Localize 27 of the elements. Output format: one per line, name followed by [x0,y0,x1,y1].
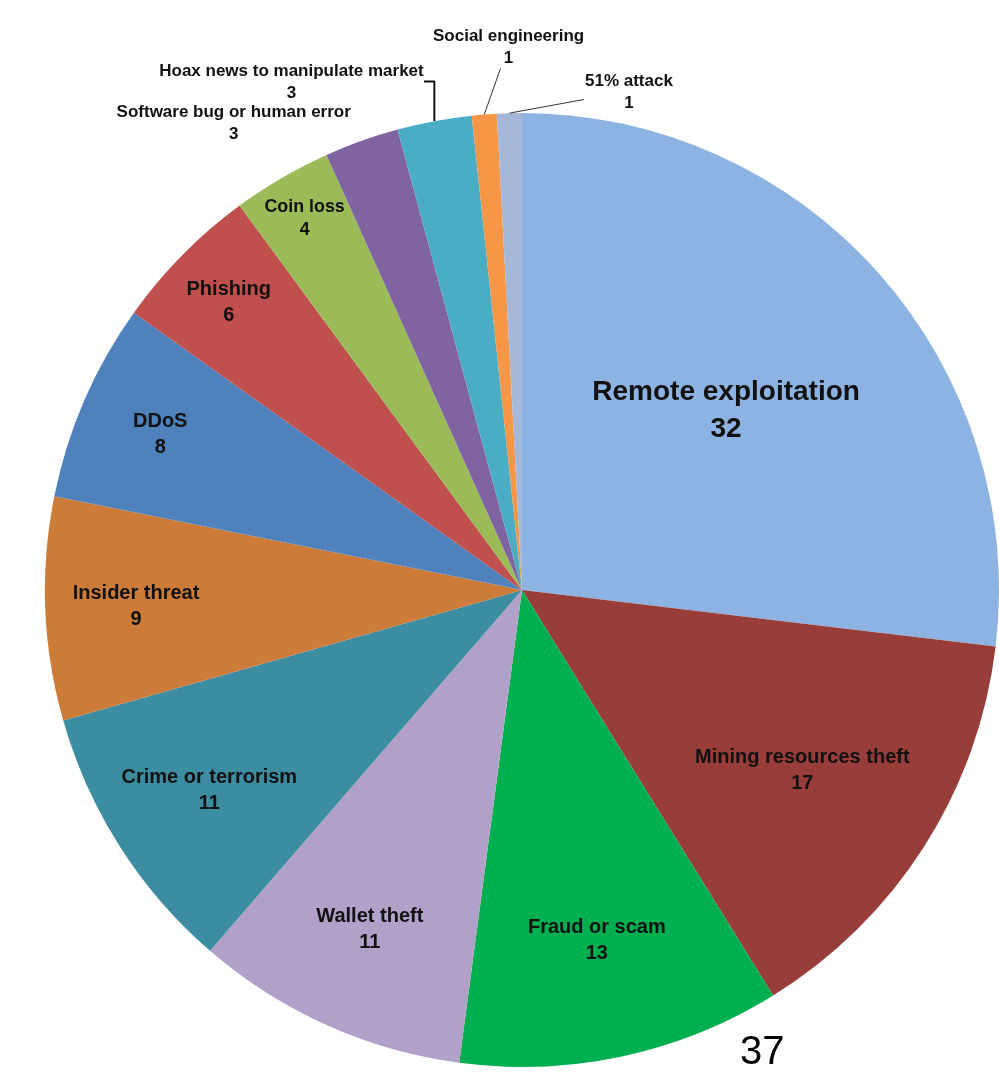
slice-label: Phishing [186,276,271,299]
slice-label: Remote exploitation [592,375,860,407]
data-label: 6 [223,302,235,325]
slice-label: Hoax news to manipulate market [159,60,425,80]
data-label: 32 [710,411,742,443]
data-label: 1 [624,93,634,113]
text: 37 [740,1028,785,1072]
slice-label: DDoS [133,409,188,432]
slice-label: Insider threat [72,581,200,604]
slice-label: Crime or terrorism [121,765,298,788]
data-label: 9 [130,607,142,630]
data-label: 13 [585,940,608,963]
data-label: 11 [359,930,381,953]
data-label: 3 [228,124,239,144]
data-label: 8 [154,435,166,458]
data-label: 4 [299,219,310,240]
data-label: 17 [791,770,814,793]
slice-label: Wallet theft [316,904,424,927]
slice-label: Social engineering [433,26,585,45]
data-label: 3 [286,83,297,103]
data-label: 1 [503,48,514,68]
slice-label: Mining resources theft [695,744,910,767]
data-label: 11 [198,791,220,814]
slice-label: 51% attack [585,71,674,90]
slice-label: Fraud or scam [527,914,666,937]
slice-label: Coin loss [264,195,345,216]
slice-label: Software bug or human error [116,102,352,122]
